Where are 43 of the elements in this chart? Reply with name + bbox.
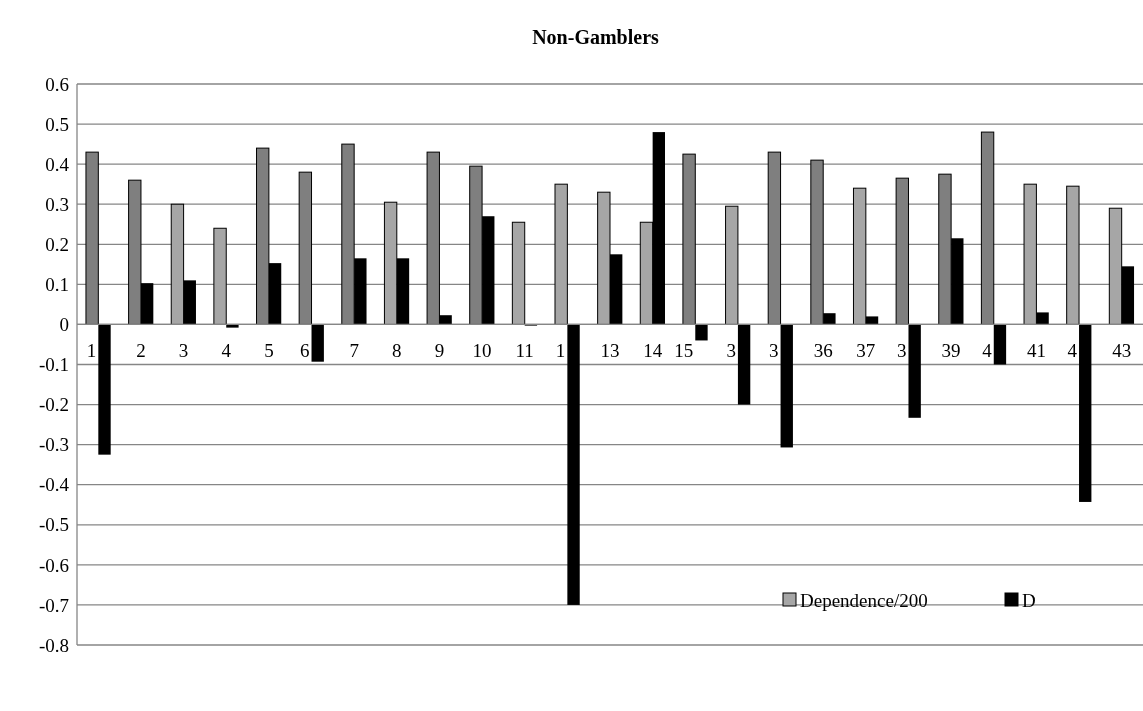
x-tick-label: 4 bbox=[221, 340, 232, 362]
y-tick-label: -0.7 bbox=[38, 594, 69, 616]
x-tick-label: 3 bbox=[178, 340, 189, 362]
x-tick-label: 5 bbox=[264, 340, 274, 362]
x-tick-label: 37 bbox=[856, 340, 876, 362]
x-tick-label: 11 bbox=[515, 340, 534, 362]
legend-label: D bbox=[1022, 589, 1036, 611]
y-tick-label: 0.1 bbox=[45, 274, 69, 296]
legend-label: Dependence/200 bbox=[800, 589, 928, 611]
x-tick-label: 8 bbox=[392, 340, 402, 362]
x-tick-label: 1 bbox=[86, 340, 97, 362]
x-tick-label: 3 bbox=[769, 340, 779, 362]
y-tick-label: 0.3 bbox=[45, 193, 69, 215]
chart-title: Non-Gamblers bbox=[532, 26, 660, 48]
y-tick-label: 0.5 bbox=[45, 113, 69, 135]
y-tick-label: 0.6 bbox=[45, 73, 69, 95]
x-tick-label: 9 bbox=[434, 340, 445, 362]
y-tick-label: -0.3 bbox=[38, 434, 69, 456]
x-tick-label: 4 bbox=[1067, 340, 1078, 362]
x-tick-label: 36 bbox=[813, 340, 833, 362]
x-tick-label: 7 bbox=[349, 340, 359, 362]
x-tick-label: 6 bbox=[300, 340, 310, 362]
x-tick-label: 1 bbox=[555, 340, 566, 362]
y-tick-label: -0.1 bbox=[38, 354, 69, 376]
x-tick-label: 14 bbox=[643, 340, 663, 362]
y-tick-label: -0.5 bbox=[38, 514, 69, 536]
y-tick-label: -0.4 bbox=[38, 474, 70, 496]
y-tick-label: -0.8 bbox=[38, 634, 69, 656]
y-tick-label: 0.2 bbox=[45, 233, 69, 255]
y-tick-label: 0.4 bbox=[45, 153, 70, 175]
x-tick-label: 2 bbox=[136, 340, 146, 362]
x-tick-label: 4 bbox=[982, 340, 993, 362]
x-tick-label: 43 bbox=[1112, 340, 1132, 362]
x-tick-label: 41 bbox=[1026, 340, 1046, 362]
x-tick-label: 13 bbox=[600, 340, 620, 362]
x-tick-label: 39 bbox=[941, 340, 961, 362]
x-tick-label: 3 bbox=[726, 340, 736, 362]
y-tick-label: -0.6 bbox=[38, 554, 69, 576]
y-tick-label: -0.2 bbox=[38, 394, 69, 416]
x-tick-label: 15 bbox=[674, 340, 694, 362]
x-tick-label: 10 bbox=[472, 340, 492, 362]
y-tick-label: 0 bbox=[59, 314, 69, 336]
x-tick-label: 3 bbox=[896, 340, 907, 362]
